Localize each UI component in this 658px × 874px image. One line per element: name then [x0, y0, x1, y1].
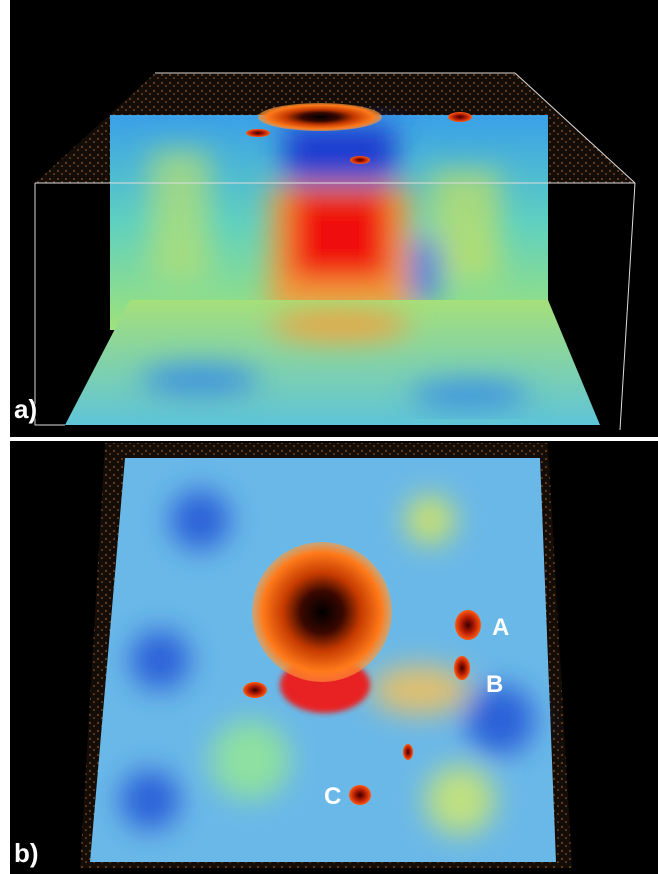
panel-label: b)	[14, 838, 39, 868]
panel-label: a)	[14, 394, 37, 424]
marker-label: B	[486, 671, 503, 698]
marker-label: A	[492, 614, 509, 641]
panel-a: a)	[10, 0, 658, 437]
panel-b: A B C b)	[10, 441, 658, 874]
marker-label: C	[324, 783, 341, 810]
